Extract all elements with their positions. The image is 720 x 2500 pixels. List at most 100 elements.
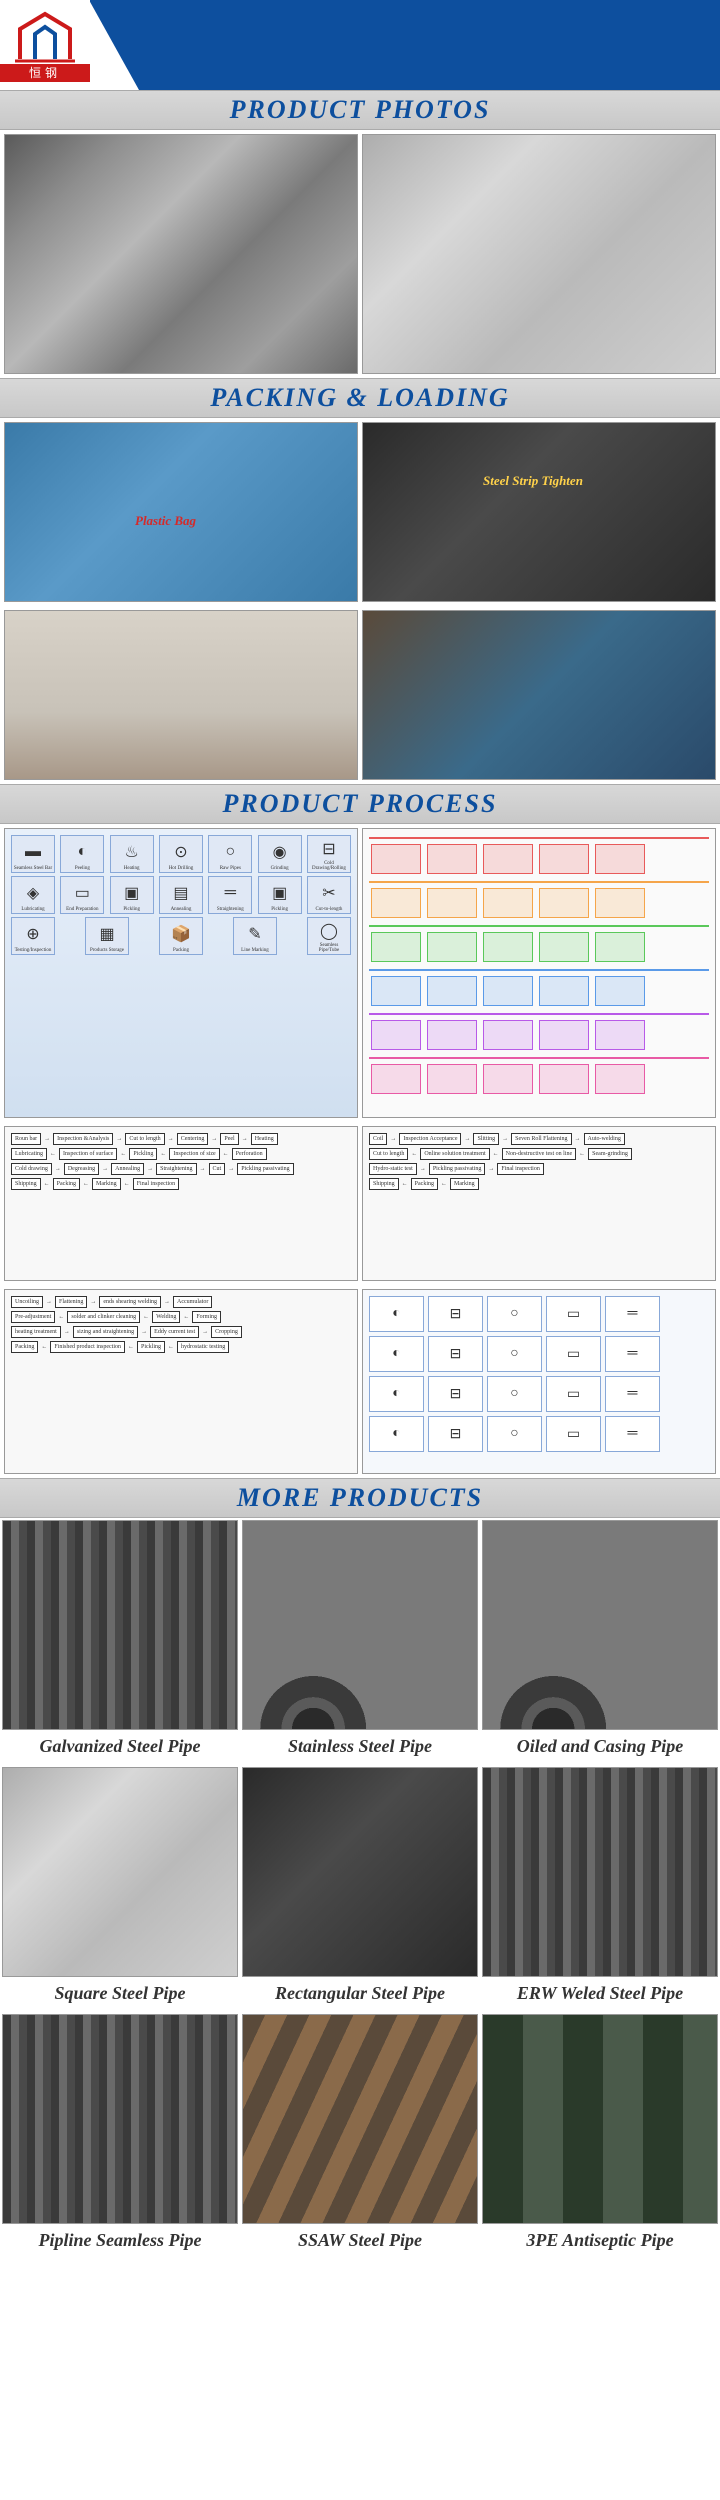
packing-photo-warehouse <box>4 610 358 780</box>
process-step: ▣Pickling <box>110 876 154 914</box>
flow-step: Seven Roll Flattening <box>511 1133 571 1145</box>
process-step: ▭End Preparation <box>60 876 104 914</box>
product-caption: Rectangular Steel Pipe <box>240 1979 480 2012</box>
product-photo <box>4 134 358 374</box>
process-step: ▬Seamless Steel Bar <box>11 835 55 873</box>
section-title-photos: PRODUCT PHOTOS <box>0 90 720 130</box>
flow-step: Roun bar <box>11 1133 41 1145</box>
section-title-packing: PACKING & LOADING <box>0 378 720 418</box>
process-step: ◐Peeling <box>60 835 104 873</box>
flow-step: Straightening <box>156 1163 196 1175</box>
flow-step: Cropping <box>211 1326 242 1338</box>
flow-step: sizing and straightening <box>73 1326 138 1338</box>
flow-step: Inspection Acceptance <box>399 1133 461 1145</box>
product-image <box>242 2014 478 2224</box>
product-photo <box>362 134 716 374</box>
flow-step: Coil <box>369 1133 387 1145</box>
section-title-process: PRODUCT PROCESS <box>0 784 720 824</box>
product-item: Stainless Steel Pipe <box>240 1518 480 1765</box>
flow-step: Packing <box>411 1178 438 1190</box>
flow-step: Pickling <box>129 1148 157 1160</box>
process-diagram-1: ▬Seamless Steel Bar◐Peeling♨Heating⊙Hot … <box>4 828 358 1118</box>
header-diagonal <box>89 0 139 90</box>
flow-step: Inspection &Analysis <box>53 1133 113 1145</box>
flow-step: Annealing <box>111 1163 144 1175</box>
flow-step: Inspection of size <box>169 1148 219 1160</box>
process-step: ◯Seamless Pipe/Tube <box>307 917 351 955</box>
product-caption: SSAW Steel Pipe <box>240 2226 480 2259</box>
flow-step: Welding <box>152 1311 180 1323</box>
product-item: ERW Weled Steel Pipe <box>480 1765 720 2012</box>
packing-photo-strip: Steel Strip Tighten <box>362 422 716 602</box>
flow-step: Inspection of surface <box>59 1148 117 1160</box>
flow-step: Pre-adjustment <box>11 1311 55 1323</box>
company-logo-icon <box>15 9 75 64</box>
flow-step: Flattening <box>55 1296 87 1308</box>
process-step: ▤Annealing <box>159 876 203 914</box>
flow-step: Centering <box>177 1133 209 1145</box>
process-step: ◈Lubricating <box>11 876 55 914</box>
process-row-2: Roun bar→Inspection &Analysis→Cut to len… <box>0 1122 720 1285</box>
packing-photo-plastic: Plastic Bag <box>4 422 358 602</box>
flow-step: Hydro-static test <box>369 1163 417 1175</box>
flow-step: Accumulator <box>173 1296 212 1308</box>
process-row-1: ▬Seamless Steel Bar◐Peeling♨Heating⊙Hot … <box>0 824 720 1122</box>
flow-step: Lubricating <box>11 1148 47 1160</box>
process-diagram-2 <box>362 828 716 1118</box>
flow-step: Cold drawing <box>11 1163 52 1175</box>
process-step: ⊕Testing/Inspection <box>11 917 55 955</box>
flow-step: Marking <box>92 1178 121 1190</box>
flow-step: Auto-welding <box>584 1133 625 1145</box>
process-step: ▦Products Storage <box>85 917 129 955</box>
product-item: SSAW Steel Pipe <box>240 2012 480 2259</box>
product-image <box>2 2014 238 2224</box>
plastic-bag-label: Plastic Bag <box>135 513 196 529</box>
process-step: ✎Line Marking <box>233 917 277 955</box>
flow-step: Seam-grinding <box>588 1148 632 1160</box>
packing-photo-container <box>362 610 716 780</box>
process-step: ⊟Cold Drawing/Rolling <box>307 835 351 873</box>
product-item: Galvanized Steel Pipe <box>0 1518 240 1765</box>
product-caption: Pipline Seamless Pipe <box>0 2226 240 2259</box>
flow-step: Final inspection <box>133 1178 180 1190</box>
flow-step: Finished product inspection <box>50 1341 125 1353</box>
flow-step: Pickling <box>137 1341 165 1353</box>
process-flowchart-3: Uncoiling→Flattening→ends shearing weldi… <box>4 1289 358 1474</box>
flow-step: Pickling passivating <box>237 1163 294 1175</box>
flow-step: Forming <box>192 1311 221 1323</box>
product-image <box>242 1520 478 1730</box>
flow-step: Pickling passivating <box>429 1163 486 1175</box>
flow-step: Degreasing <box>64 1163 99 1175</box>
process-flowchart-2: Coil→Inspection Acceptance→Slitting→Seve… <box>362 1126 716 1281</box>
flow-step: heating treatment <box>11 1326 61 1338</box>
logo-container: 恒钢 <box>0 0 90 90</box>
flow-step: ends shearing welding <box>99 1296 161 1308</box>
process-step: ♨Heating <box>110 835 154 873</box>
process-step: ═Straightening <box>208 876 252 914</box>
more-products-grid: Galvanized Steel PipeStainless Steel Pip… <box>0 1518 720 2259</box>
section-title-more: MORE PRODUCTS <box>0 1478 720 1518</box>
product-image <box>2 1520 238 1730</box>
flow-step: Eddy current test <box>150 1326 199 1338</box>
page-header: 恒钢 <box>0 0 720 90</box>
packing-grid-1: Plastic Bag Steel Strip Tighten <box>0 418 720 606</box>
process-step: 📦Packing <box>159 917 203 955</box>
flow-step: Cut to length <box>125 1133 164 1145</box>
flow-step: Cut to length <box>369 1148 408 1160</box>
product-item: Square Steel Pipe <box>0 1765 240 2012</box>
process-flowchart-1: Roun bar→Inspection &Analysis→Cut to len… <box>4 1126 358 1281</box>
product-image <box>482 1520 718 1730</box>
product-item: Pipline Seamless Pipe <box>0 2012 240 2259</box>
flow-step: Shipping <box>11 1178 41 1190</box>
flow-step: Heating <box>251 1133 278 1145</box>
flow-step: hydrostatic testing <box>177 1341 229 1353</box>
flow-step: Online solution treatment <box>420 1148 489 1160</box>
product-caption: ERW Weled Steel Pipe <box>480 1979 720 2012</box>
product-image <box>482 2014 718 2224</box>
flow-step: Slitting <box>473 1133 499 1145</box>
process-step: ○Raw Pipes <box>208 835 252 873</box>
product-photos-grid <box>0 130 720 378</box>
packing-grid-2 <box>0 606 720 784</box>
process-row-3: Uncoiling→Flattening→ends shearing weldi… <box>0 1285 720 1478</box>
product-item: 3PE Antiseptic Pipe <box>480 2012 720 2259</box>
